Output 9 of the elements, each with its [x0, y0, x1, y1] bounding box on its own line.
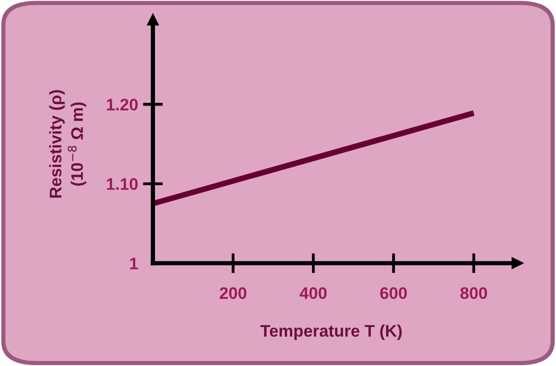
x-axis-title: Temperature T (K) — [260, 324, 402, 340]
x-tick-label: 200 — [220, 287, 246, 300]
y-tick-label: 1.20 — [106, 98, 138, 111]
x-tick-label: 800 — [460, 287, 487, 300]
y-tick-label: 1.10 — [106, 178, 138, 190]
x-tick-label: 600 — [380, 287, 407, 300]
y-tick-label: 1 — [130, 258, 138, 270]
x-tick-label: 400 — [300, 287, 327, 300]
y-axis-title: Resistivity (ρ) (10$^{−8}$ Ω m) — [49, 90, 86, 198]
